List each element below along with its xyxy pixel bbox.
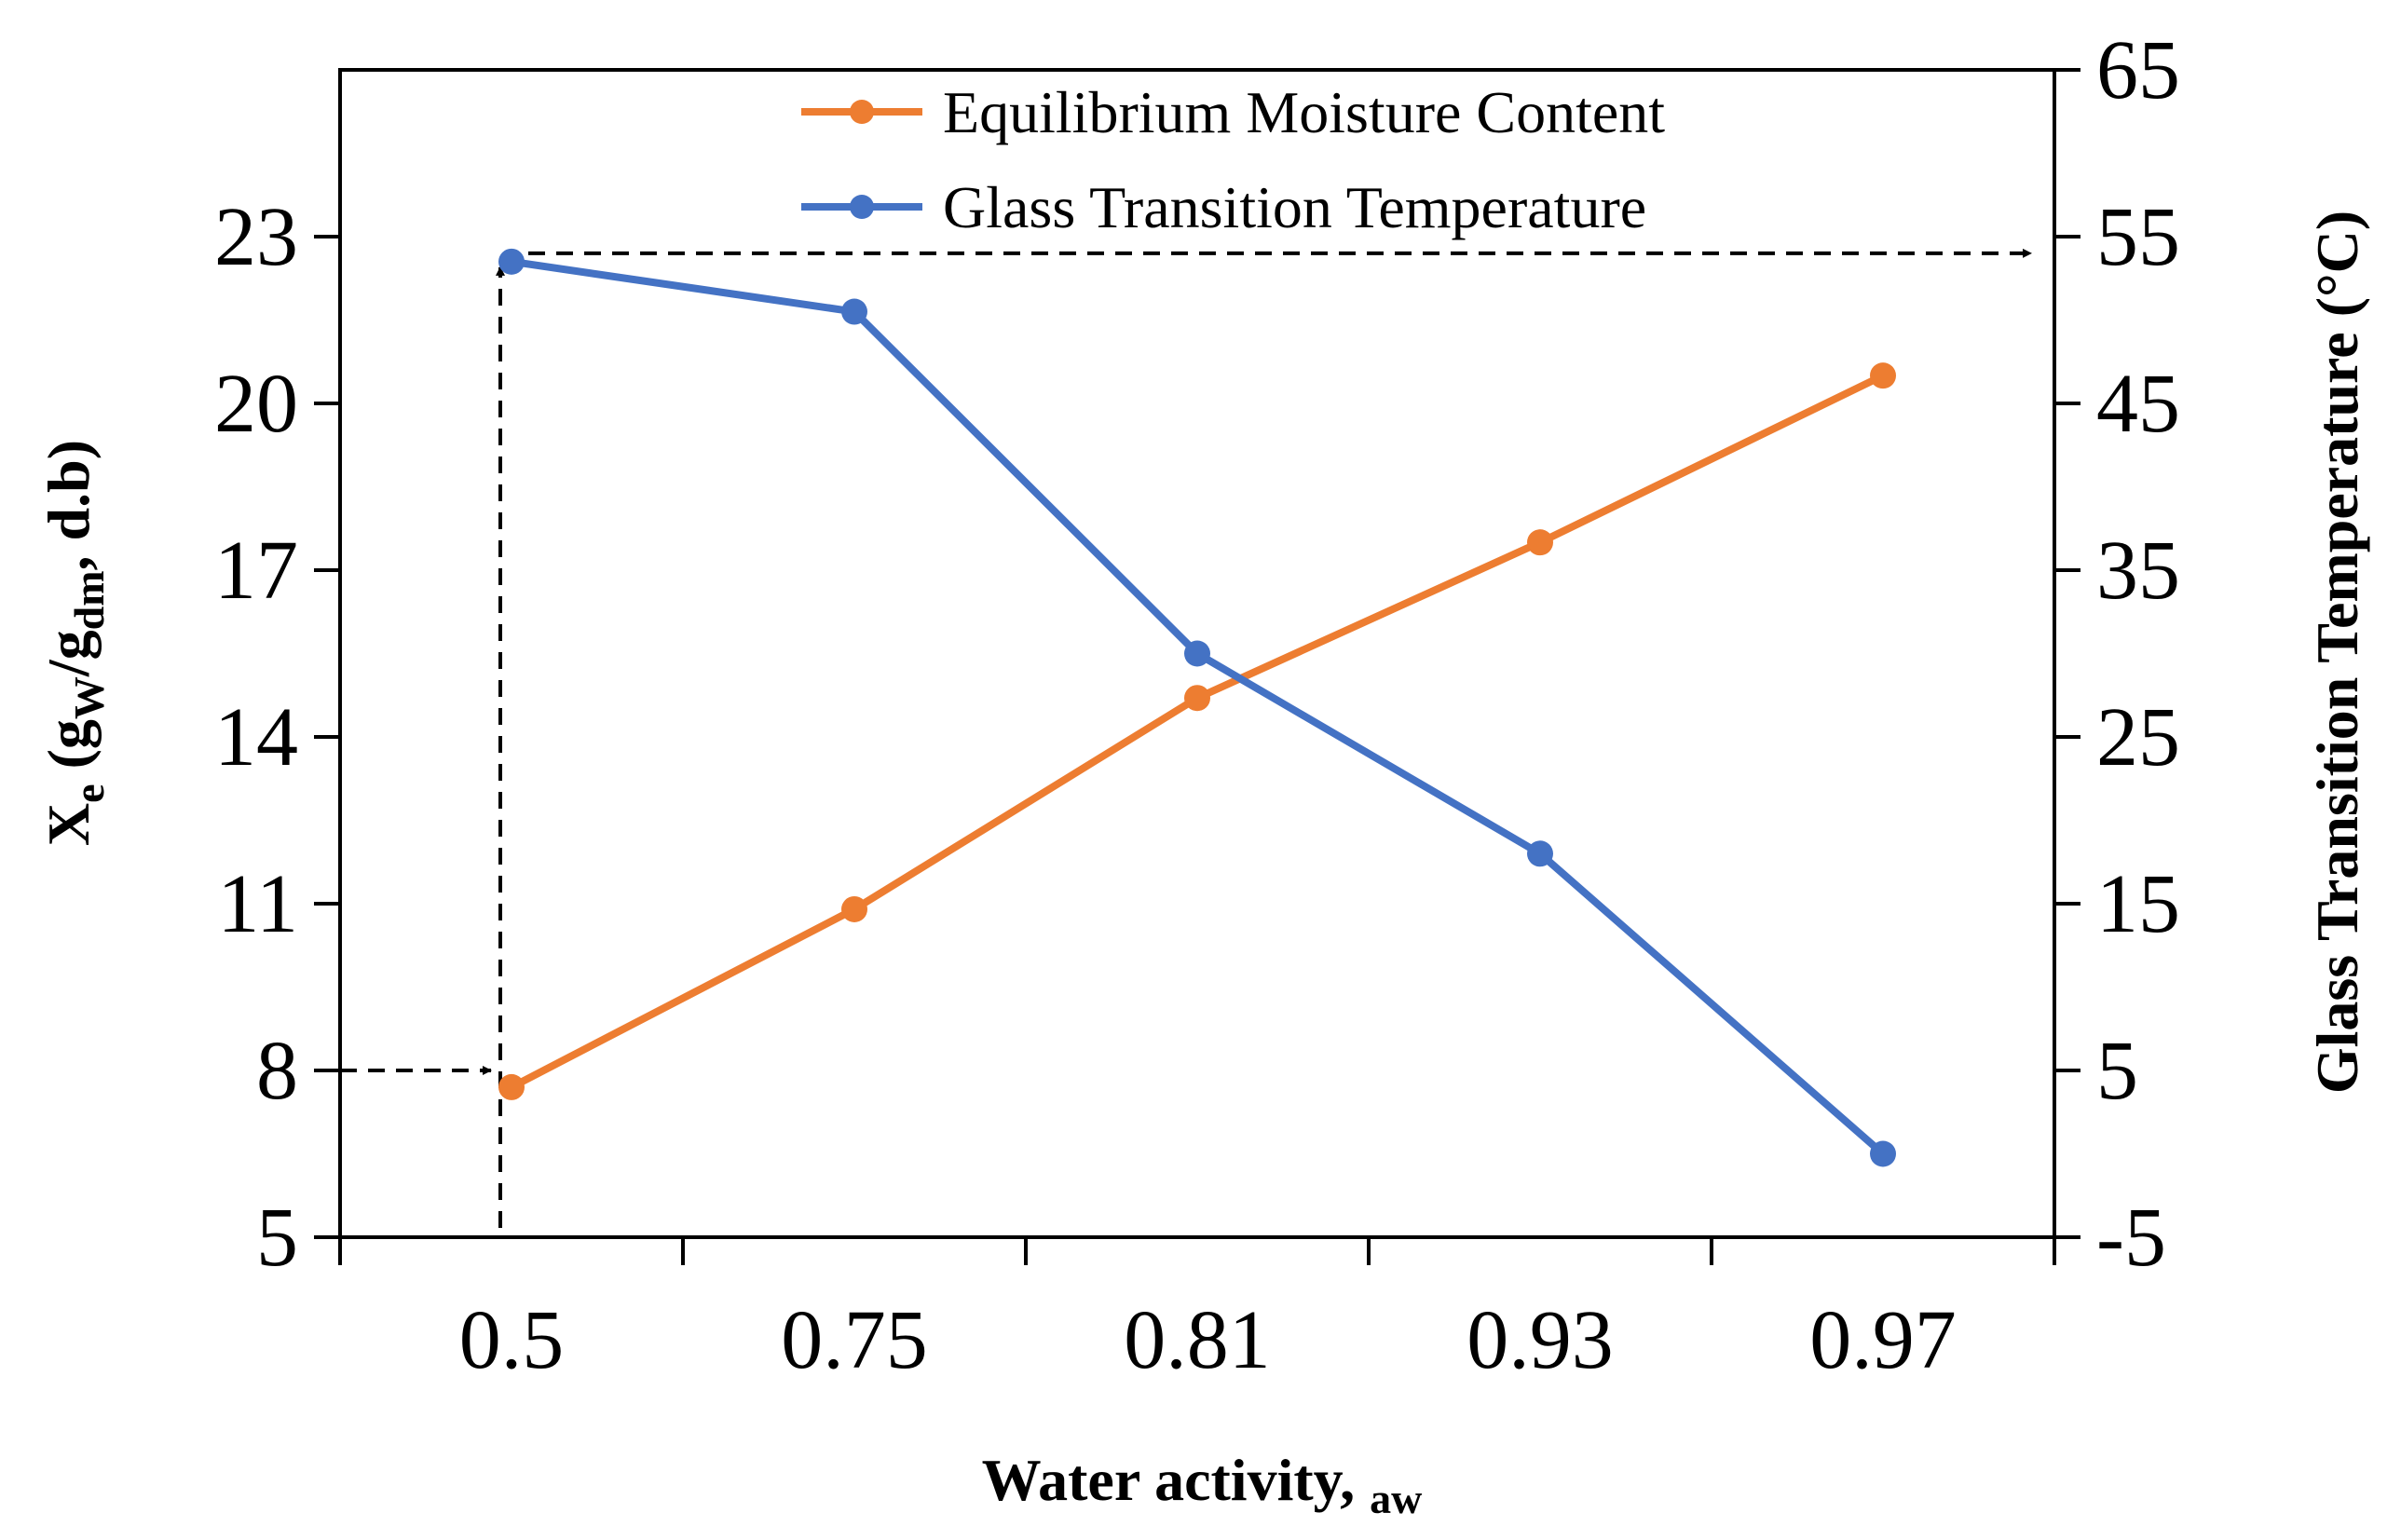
series-point-moisture — [498, 1073, 525, 1100]
right-axis-title: Glass Transition Temperature (°C) — [2304, 211, 2370, 1094]
annotations — [340, 248, 2032, 1228]
left-tick-label: 20 — [214, 358, 298, 450]
legend-marker-moisture — [850, 100, 874, 124]
x-tick-label: 0.97 — [1809, 1294, 1957, 1386]
left-axis-title-sub-e: e — [65, 784, 113, 802]
left-tick-label: 11 — [217, 858, 298, 950]
series-point-glass — [1870, 1140, 1896, 1167]
series-point-moisture — [1184, 685, 1210, 712]
left-axis-title-slash: /g — [35, 630, 102, 677]
right-tick-label: 15 — [2096, 858, 2180, 950]
plot-area — [338, 68, 2056, 1239]
series-layer — [498, 248, 1896, 1167]
left-axis-title-sub-w: W — [65, 676, 113, 719]
left-axis-title-open: (g — [35, 719, 102, 784]
series-point-moisture — [841, 895, 867, 922]
right-tick-label: 35 — [2096, 525, 2180, 617]
x-tick-label: 0.5 — [459, 1294, 565, 1386]
series-point-glass — [841, 298, 867, 325]
series-line-moisture — [510, 372, 1885, 1091]
legend-label-glass: Glass Transition Temperature — [943, 174, 1646, 240]
left-axis-title-sub-dm: dm — [65, 570, 113, 630]
series-point-glass — [498, 248, 525, 275]
x-tick-label: 0.75 — [781, 1294, 928, 1386]
series-point-glass — [1184, 640, 1210, 667]
left-tick-label: 8 — [256, 1025, 298, 1117]
left-tick-label: 5 — [256, 1192, 298, 1284]
left-tick-label: 14 — [214, 691, 298, 784]
right-tick-label: 45 — [2096, 358, 2180, 450]
right-tick-label: 55 — [2096, 191, 2180, 283]
left-axis-title-close: , d.b) — [35, 440, 102, 571]
left-axis-ticks: 5 8 11 14 17 20 23 — [214, 191, 340, 1284]
left-axis-title-main: X — [35, 803, 102, 846]
left-axis-title: Xe (gW/gdm, d.b) — [35, 440, 113, 846]
x-tick-label: 0.81 — [1124, 1294, 1271, 1386]
right-tick-label: 65 — [2096, 24, 2180, 116]
legend-label-moisture: Equilibrium Moisture Content — [943, 79, 1665, 145]
x-tick-label: 0.93 — [1467, 1294, 1614, 1386]
left-tick-label: 17 — [214, 525, 298, 617]
right-tick-label: -5 — [2096, 1192, 2166, 1284]
right-axis-ticks: -5 5 15 25 35 45 55 65 — [2054, 24, 2180, 1284]
legend: Equilibrium Moisture Content Glass Trans… — [801, 79, 1665, 240]
x-axis-ticks: 0.5 0.75 0.81 0.93 0.97 — [338, 1237, 2056, 1386]
right-tick-label: 25 — [2096, 691, 2180, 784]
x-axis-title-sub: aw — [1370, 1475, 1422, 1522]
left-tick-label: 23 — [214, 191, 298, 283]
right-tick-label: 5 — [2096, 1025, 2138, 1117]
series-point-moisture — [1870, 362, 1896, 389]
x-axis-title: Water activity, aw — [982, 1447, 1423, 1522]
x-axis-title-main: Water activity, — [982, 1447, 1371, 1513]
series-point-glass — [1527, 840, 1553, 867]
legend-marker-glass — [850, 195, 874, 219]
series-point-moisture — [1527, 529, 1553, 556]
